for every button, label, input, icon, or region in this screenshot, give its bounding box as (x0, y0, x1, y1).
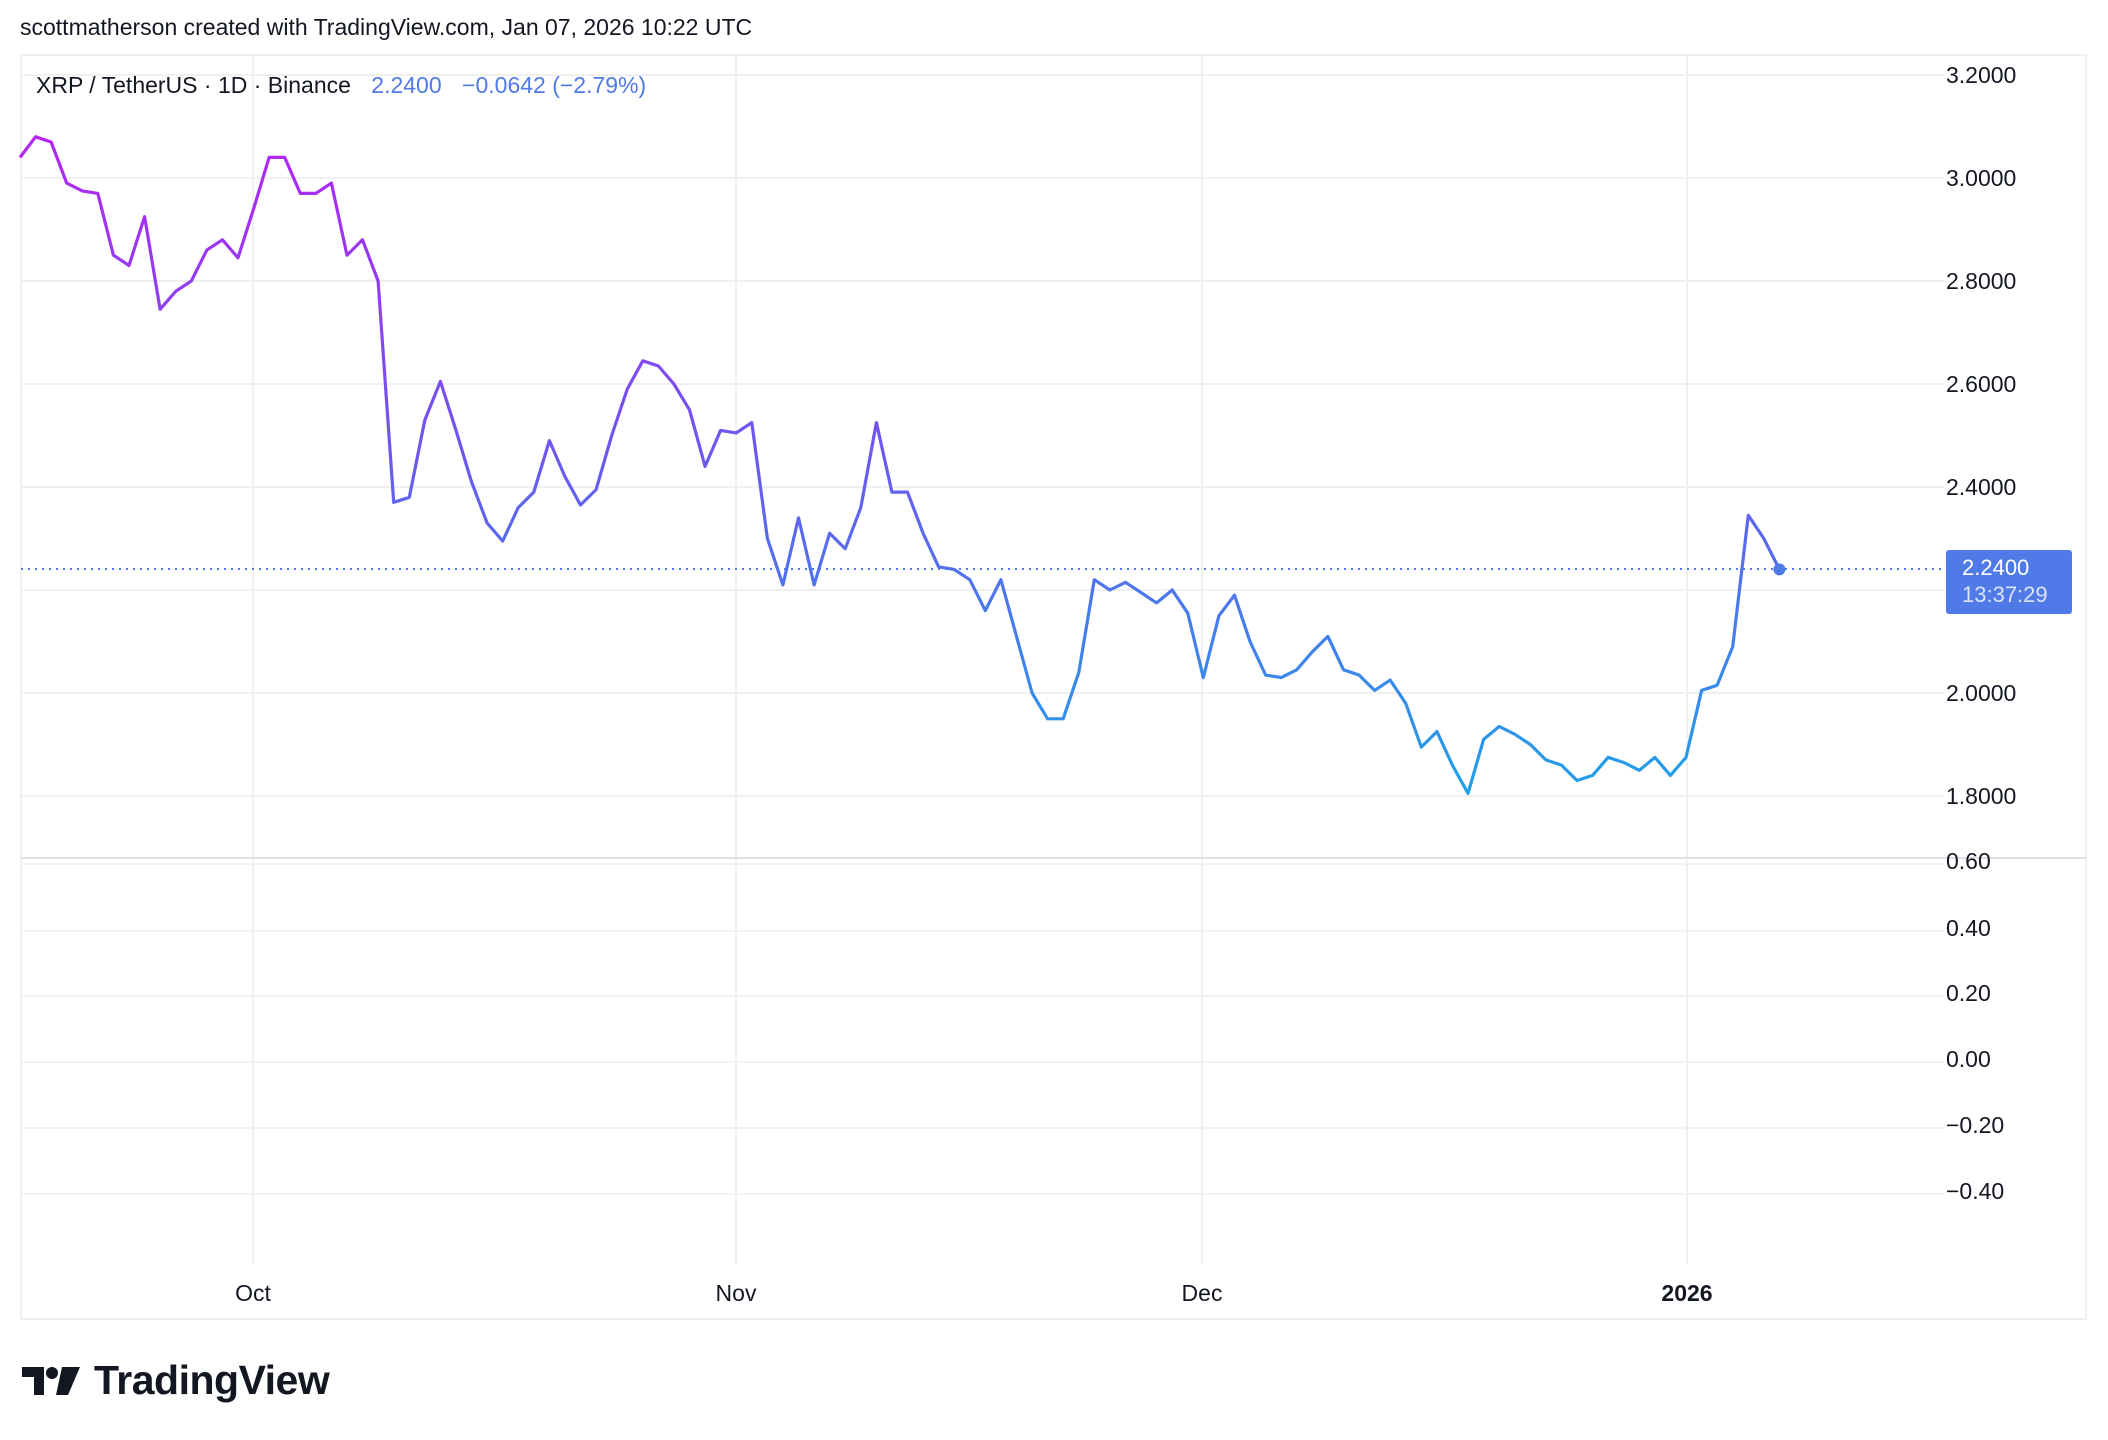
tradingview-logo[interactable]: TradingView (22, 1357, 330, 1404)
tradingview-logo-icon (22, 1366, 80, 1395)
symbol-legend[interactable]: XRP / TetherUS · 1D · Binance 2.2400 −0.… (36, 72, 646, 99)
indicator-axis[interactable]: 0.60 0.40 0.20 0.00 −0.20 −0.40 (1946, 848, 2004, 1204)
last-price-value: 2.2400 (371, 72, 442, 98)
grid-lines (21, 56, 1944, 1264)
price-tick-label: 3.2000 (1946, 62, 2016, 88)
price-tick-label: 2.4000 (1946, 474, 2016, 500)
bar-countdown: 13:37:29 (1962, 582, 2048, 607)
time-tick-label: Oct (235, 1280, 271, 1306)
chart-frame (20, 54, 2087, 1320)
time-tick-label: Nov (716, 1280, 757, 1306)
price-tick-label: 2.0000 (1946, 680, 2016, 706)
time-axis[interactable]: Oct Nov Dec 2026 (235, 1280, 1712, 1306)
last-price-tag: 2.2400 13:37:29 (1946, 550, 2072, 614)
price-line (18, 135, 1781, 796)
chart-attribution: scottmatherson created with TradingView.… (20, 14, 753, 40)
indicator-tick-label: 0.40 (1946, 915, 1991, 941)
symbol-label: XRP / TetherUS · 1D · Binance (36, 72, 351, 98)
price-tick-label: 2.8000 (1946, 268, 2016, 294)
price-tag-value: 2.2400 (1962, 555, 2030, 580)
time-tick-label: 2026 (1661, 1280, 1712, 1306)
last-price-dot (1773, 563, 1786, 576)
tradingview-wordmark: TradingView (94, 1357, 330, 1403)
price-tick-label: 2.6000 (1946, 371, 2016, 397)
time-tick-label: Dec (1182, 1280, 1223, 1306)
indicator-tick-label: −0.40 (1946, 1178, 2004, 1204)
indicator-tick-label: 0.60 (1946, 848, 1991, 874)
price-tick-label: 1.8000 (1946, 783, 2016, 809)
price-axis[interactable]: 3.2000 3.0000 2.8000 2.6000 2.4000 2.0000 1.80… (1946, 62, 2016, 809)
indicator-tick-label: −0.20 (1946, 1112, 2004, 1138)
indicator-tick-label: 0.00 (1946, 1046, 1991, 1072)
indicator-tick-label: 0.20 (1946, 980, 1991, 1006)
price-change: −0.0642 (−2.79%) (462, 72, 647, 98)
price-tick-label: 3.0000 (1946, 165, 2016, 191)
